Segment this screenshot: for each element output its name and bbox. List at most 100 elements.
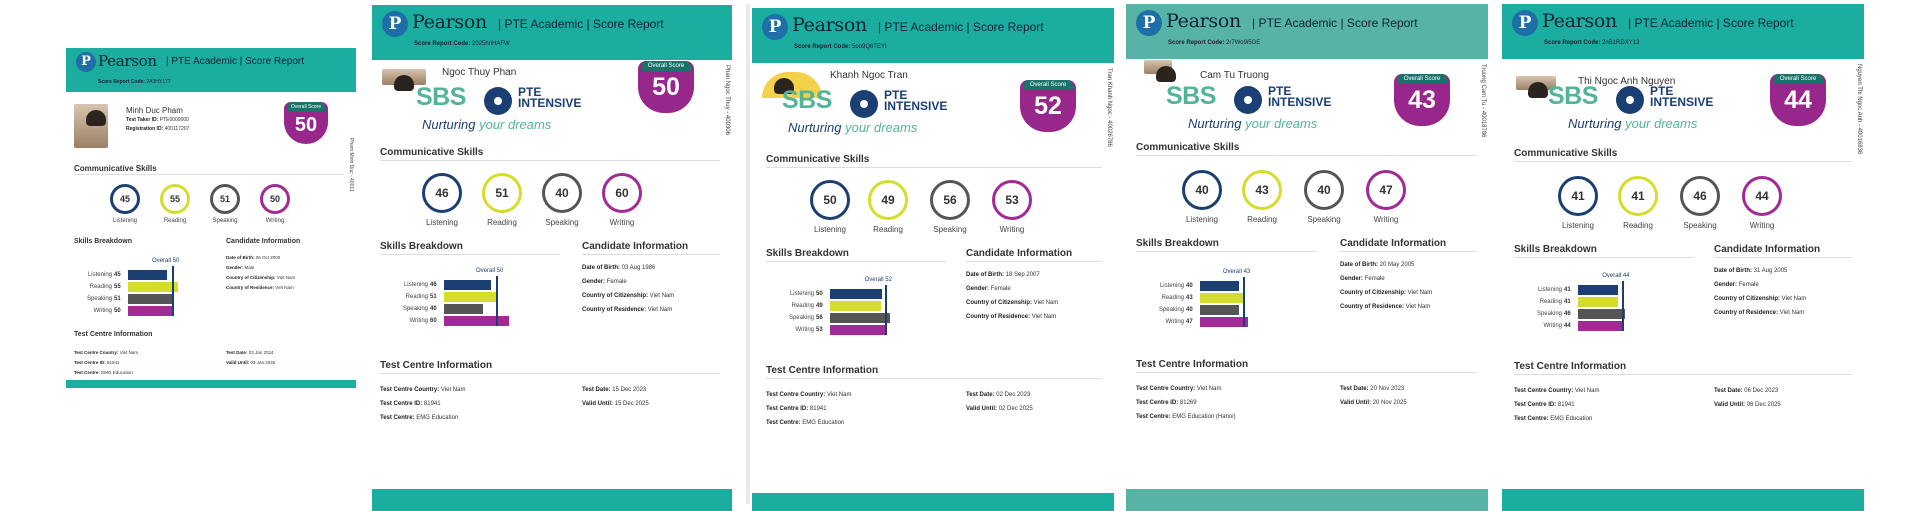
skill-bar-label: Reading bbox=[405, 294, 428, 300]
speaking-score: 51 bbox=[210, 184, 240, 214]
listening-label: Listening bbox=[112, 218, 138, 224]
skill-bar-label: Listening bbox=[789, 291, 814, 297]
candidate-photo bbox=[1144, 60, 1176, 82]
skill-bar-speaking: Speaking 51 bbox=[76, 294, 216, 304]
divider bbox=[380, 160, 720, 161]
skill-bar-value: 55 bbox=[114, 284, 121, 290]
divider bbox=[380, 373, 720, 374]
test-centre-info: Test Centre Country: Viet Nam Test Centr… bbox=[766, 392, 852, 426]
section-skills-breakdown: Skills Breakdown bbox=[1514, 244, 1597, 255]
section-communicative-skills: Communicative Skills bbox=[1136, 142, 1240, 153]
writing-label: Writing bbox=[609, 218, 635, 227]
pte-intensive-logo: PTE INTENSIVE bbox=[884, 88, 948, 113]
writing-label: Writing bbox=[1749, 221, 1775, 230]
overall-marker-line bbox=[1242, 277, 1245, 327]
side-text: Truong Cam Tu - 40018786 bbox=[1480, 64, 1486, 138]
skill-bar-fill bbox=[1578, 297, 1619, 307]
pearson-logo-icon: P bbox=[382, 11, 408, 37]
skill-bar-value: 53 bbox=[816, 327, 823, 333]
skill-bar-fill bbox=[444, 280, 491, 290]
divider bbox=[766, 261, 946, 262]
writing-label: Writing bbox=[999, 225, 1025, 234]
score-code: Score Report Code: 5oo9Q6TEYI bbox=[794, 44, 887, 50]
listening-label: Listening bbox=[813, 225, 847, 234]
brand-name: Pearson bbox=[1166, 10, 1241, 32]
section-skills-breakdown: Skills Breakdown bbox=[380, 241, 463, 252]
pte-intensive-logo: PTE INTENSIVE bbox=[1650, 84, 1714, 109]
test-centre-info: Test Centre Country: Viet Nam Test Centr… bbox=[1514, 388, 1600, 422]
promo-tagline: Nurturing your dreams bbox=[1568, 116, 1698, 131]
report-footer bbox=[372, 489, 732, 511]
overall-score-badge: Overall Score 50 bbox=[284, 102, 328, 144]
skill-bar-value: 41 bbox=[1564, 287, 1571, 293]
speaking-label: Speaking bbox=[1683, 221, 1717, 230]
divider bbox=[1514, 161, 1852, 162]
divider bbox=[1136, 251, 1316, 252]
skill-bar-fill bbox=[128, 294, 174, 304]
divider bbox=[1514, 374, 1852, 375]
skill-bar-fill bbox=[1200, 305, 1239, 315]
speaking-score: 56 bbox=[930, 180, 970, 220]
skill-bar-fill bbox=[444, 292, 498, 302]
divider bbox=[1136, 372, 1476, 373]
speaking-score: 40 bbox=[1304, 170, 1344, 210]
skill-bar-value: 46 bbox=[1564, 311, 1571, 317]
section-communicative-skills: Communicative Skills bbox=[74, 164, 157, 173]
listening-score: 45 bbox=[110, 184, 140, 214]
gear-icon bbox=[1616, 86, 1644, 114]
section-communicative-skills: Communicative Skills bbox=[1514, 148, 1618, 159]
writing-label: Writing bbox=[1373, 215, 1399, 224]
sbs-logo: SBS bbox=[1548, 82, 1598, 110]
section-candidate-information: Candidate Information bbox=[582, 241, 689, 252]
skill-bar-fill bbox=[128, 282, 178, 292]
report-header: P Pearson | PTE Academic | Score Report … bbox=[372, 5, 732, 60]
divider bbox=[966, 261, 1102, 262]
report-footer bbox=[1502, 489, 1864, 511]
divider bbox=[766, 167, 1102, 168]
skill-bar-label: Writing bbox=[1165, 319, 1184, 325]
promo-tagline: Nurturing your dreams bbox=[788, 120, 918, 135]
section-test-centre: Test Centre Information bbox=[766, 365, 879, 376]
section-candidate-information: Candidate Information bbox=[1340, 238, 1447, 249]
listening-score: 46 bbox=[422, 173, 462, 213]
report-subtitle: | PTE Academic | Score Report bbox=[166, 56, 305, 67]
skill-bar-speaking: Speaking 56 bbox=[778, 313, 918, 323]
side-text: Tran Khanh Ngoc - 40026786 bbox=[1106, 68, 1112, 147]
skill-bar-value: 51 bbox=[430, 294, 437, 300]
candidate-name: Thi Ngoc Anh Nguyen bbox=[1578, 76, 1676, 87]
skill-bar-fill bbox=[830, 313, 890, 323]
report-subtitle: | PTE Academic | Score Report bbox=[1628, 16, 1794, 30]
skill-bar-fill bbox=[830, 301, 881, 311]
divider bbox=[1514, 257, 1694, 258]
report-subtitle: | PTE Academic | Score Report bbox=[878, 20, 1044, 34]
test-centre-info: Test Centre Country: Viet Nam Test Centr… bbox=[380, 387, 466, 421]
listening-label: Listening bbox=[1561, 221, 1595, 230]
skills-bars: Overall 50 Listening 46 Reading 51 Speaking 40… bbox=[392, 268, 542, 350]
skill-bar-reading: Reading 41 bbox=[1526, 297, 1666, 307]
reading-label: Reading bbox=[1623, 221, 1653, 230]
divider bbox=[582, 254, 720, 255]
report-header: P Pearson | PTE Academic | Score Report … bbox=[752, 8, 1114, 63]
section-candidate-information: Candidate Information bbox=[1714, 244, 1821, 255]
reading-score: 51 bbox=[482, 173, 522, 213]
writing-score: 47 bbox=[1366, 170, 1406, 210]
skill-bar-fill bbox=[444, 304, 483, 314]
skill-bar-value: 45 bbox=[114, 272, 121, 278]
skill-bar-value: 50 bbox=[114, 308, 121, 314]
skill-bar-reading: Reading 51 bbox=[392, 292, 532, 302]
skill-bar-label: Speaking bbox=[86, 296, 112, 302]
skill-bar-value: 44 bbox=[1564, 323, 1571, 329]
pearson-logo-icon: P bbox=[762, 14, 788, 40]
score-report-card: P Pearson | PTE Academic | Score Report … bbox=[1502, 4, 1864, 511]
skill-bar-value: 40 bbox=[430, 306, 437, 312]
score-code: Score Report Code: 2A3HY177 bbox=[98, 79, 171, 85]
reading-score: 43 bbox=[1242, 170, 1282, 210]
brand-name: Pearson bbox=[1542, 10, 1617, 32]
overall-marker-line bbox=[1622, 281, 1625, 331]
divider bbox=[1714, 257, 1852, 258]
skill-bar-fill bbox=[128, 306, 172, 316]
overall-score-badge: Overall Score 50 bbox=[638, 61, 694, 113]
skill-bar-listening: Listening 40 bbox=[1148, 281, 1288, 291]
skill-bar-listening: Listening 41 bbox=[1526, 285, 1666, 295]
score-report-card: P Pearson | PTE Academic | Score Report … bbox=[1126, 4, 1488, 511]
